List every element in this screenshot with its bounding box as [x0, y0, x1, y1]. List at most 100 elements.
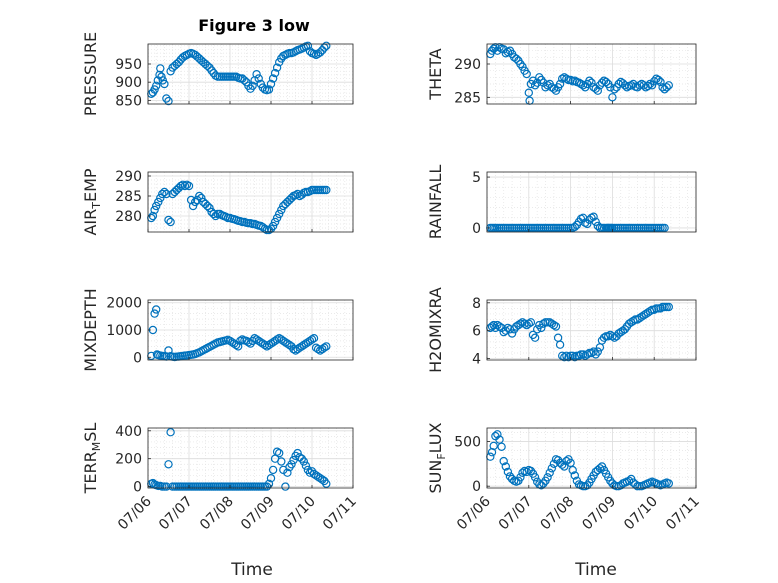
data-point: [503, 467, 513, 477]
data-point: [606, 476, 615, 485]
panel-theta: 285 290 THETA: [426, 43, 697, 106]
y-tick-label: 2000: [106, 296, 142, 312]
data-point: [520, 319, 529, 328]
axes-box: [486, 43, 697, 105]
data-point: [562, 351, 571, 360]
data-point: [203, 61, 212, 71]
data-point: [252, 69, 261, 79]
data-point: [307, 335, 317, 344]
panel-air: 280 285 290 AIRTEMP: [81, 168, 354, 236]
data-point: [497, 442, 506, 451]
data-point: [518, 318, 527, 327]
data-point: [303, 41, 313, 51]
data-point: [162, 189, 171, 199]
data-point: [516, 59, 525, 69]
data-point: [585, 76, 594, 85]
data-point: [537, 481, 546, 490]
data-point: [562, 456, 571, 466]
y-axis-label: MIXDEPTH: [81, 288, 100, 371]
data-point: [316, 48, 325, 57]
data-point: [526, 466, 536, 476]
data-point: [570, 76, 580, 85]
data-point: [205, 203, 214, 213]
data-point: [275, 448, 284, 458]
axes-box: [486, 171, 697, 233]
data-point: [246, 339, 255, 348]
data-point: [151, 305, 161, 314]
data-point: [495, 322, 504, 331]
data-point: [539, 319, 548, 328]
data-point: [587, 78, 596, 87]
data-point: [539, 479, 548, 488]
y-tick-label: 200: [115, 452, 142, 468]
panel-pressure: 850 900 950 PRESSURE: [81, 32, 354, 116]
data-point: [583, 219, 592, 229]
x-tick-label: 07/10: [279, 494, 319, 534]
y-tick-label: 900: [115, 75, 142, 91]
data-point: [493, 320, 502, 330]
data-point: [293, 344, 302, 354]
data-point: [162, 482, 171, 491]
data-point: [281, 482, 290, 491]
data-point: [207, 66, 216, 75]
data-point: [272, 447, 282, 456]
data-point: [568, 465, 577, 475]
data-point: [660, 85, 669, 94]
data-point: [172, 185, 181, 195]
data-point: [501, 49, 510, 58]
y-tick-label: 850: [115, 93, 142, 109]
data-point: [555, 340, 565, 349]
data-point: [533, 325, 542, 334]
data-point: [158, 189, 167, 199]
data-point: [570, 471, 580, 480]
data-point: [606, 83, 615, 92]
panel-mixdepth: 0 1000 2000 MIXDEPTH: [81, 288, 354, 372]
y-tick-label: 290: [115, 169, 142, 185]
x-tick-label: 07/06: [454, 493, 494, 533]
data-point: [560, 462, 569, 471]
data-point: [499, 456, 508, 466]
data-point: [150, 85, 159, 94]
data-point: [244, 338, 253, 347]
data-point: [524, 88, 534, 97]
data-point: [320, 343, 329, 352]
data-point: [248, 81, 257, 91]
data-point: [180, 181, 190, 191]
data-point: [160, 187, 169, 197]
data-point: [595, 343, 605, 352]
data-point: [614, 329, 623, 338]
data-point: [489, 441, 498, 451]
figure-title: Figure 3 low: [198, 16, 310, 35]
data-point: [654, 75, 663, 85]
data-point: [211, 211, 220, 221]
data-point: [522, 320, 531, 330]
data-point: [549, 320, 559, 330]
data-point: [264, 85, 274, 94]
data-point: [568, 351, 577, 360]
data-point: [650, 77, 659, 86]
data-point: [503, 323, 513, 333]
data-point: [614, 79, 623, 89]
x-tick-label: 07/11: [663, 494, 703, 534]
data-point: [525, 96, 534, 105]
data-point: [293, 448, 302, 458]
data-point: [518, 62, 527, 71]
data-point: [564, 353, 573, 362]
data-point: [186, 195, 196, 205]
data-point: [503, 47, 513, 57]
data-point: [622, 83, 632, 92]
data-point: [578, 350, 588, 359]
axes-box: [486, 299, 697, 361]
data-point: [610, 85, 619, 94]
data-point: [197, 193, 206, 203]
panel-terr: 0 200 400 TERRMSL 07/06 07/07 07/08 07/09 07/10 0…: [81, 423, 360, 534]
data-point: [606, 330, 615, 340]
data-point: [313, 344, 323, 354]
y-tick-label: 1000: [106, 323, 142, 339]
data-point: [254, 74, 263, 83]
data-point: [664, 302, 674, 312]
x-tick-label: 07/08: [538, 494, 578, 534]
data-point: [305, 186, 315, 196]
axes-box: [147, 43, 354, 105]
data-point: [272, 63, 282, 72]
